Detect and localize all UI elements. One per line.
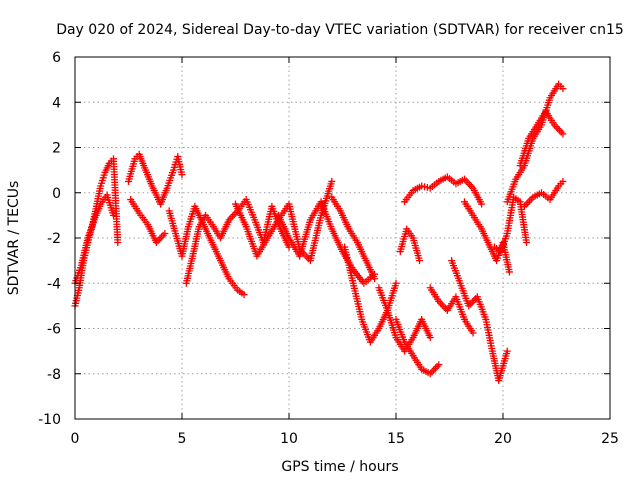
data-point-marker [161,229,169,237]
x-tick-label: 15 [387,431,405,447]
data-point-marker [469,329,477,337]
data-point-marker [114,239,122,247]
x-tick-labels: 0 5 10 15 20 25 [71,431,619,447]
series-track-11 [375,284,434,355]
axis-ticks [74,56,611,420]
data-point-marker [392,279,400,287]
series-track-12 [392,315,443,378]
series-track-15 [426,284,477,337]
data-point-marker [426,334,434,342]
data-point-marker [505,268,513,276]
y-tick-label: 2 [52,141,61,157]
series-track-4 [127,196,169,247]
y-tick-label: 4 [52,95,61,111]
y-tick-label: 0 [52,186,61,202]
data-point-marker [523,239,531,247]
series-track-13 [396,225,424,265]
series-track-20 [516,107,567,170]
y-tick-label: -6 [47,322,61,338]
y-tick-label: -8 [47,367,61,383]
x-tick-label: 0 [71,431,80,447]
y-tick-labels: -10 -8 -6 -4 -2 0 2 4 6 [38,50,61,428]
data-point-marker [371,275,379,283]
y-tick-label: -4 [47,276,61,292]
chart-title: Day 020 of 2024, Sidereal Day-to-day VTE… [56,22,624,38]
data-point-marker [559,177,567,185]
y-tick-label: 6 [52,50,61,66]
data-point-marker [240,291,248,299]
data-point-marker [416,257,424,265]
y-tick-label: -10 [38,412,61,428]
y-tick-label: -2 [47,231,61,247]
series-track-1 [71,155,122,310]
data-point-marker [328,177,336,185]
x-axis-label: GPS time / hours [281,459,398,475]
y-axis-label: SDTVAR / TECUs [6,181,22,296]
series-track-7 [232,177,336,265]
x-tick-label: 25 [601,431,619,447]
series-track-21 [520,177,567,210]
series-track-16 [448,257,511,385]
x-tick-label: 10 [280,431,298,447]
data-point-marker [559,130,567,138]
x-tick-label: 20 [494,431,512,447]
data-point-marker [559,85,567,93]
series-track-2 [71,191,118,287]
data-point-marker [178,171,186,179]
series-track-5 [165,202,248,299]
data-point-marker [478,200,486,208]
data-point-marker [503,347,511,355]
data-point-marker [435,361,443,369]
x-tick-label: 5 [178,431,187,447]
data-markers [71,80,567,385]
series-track-14 [401,173,486,208]
series-track-9 [328,193,379,283]
data-point-marker [110,211,118,219]
series-track-3 [125,150,186,208]
